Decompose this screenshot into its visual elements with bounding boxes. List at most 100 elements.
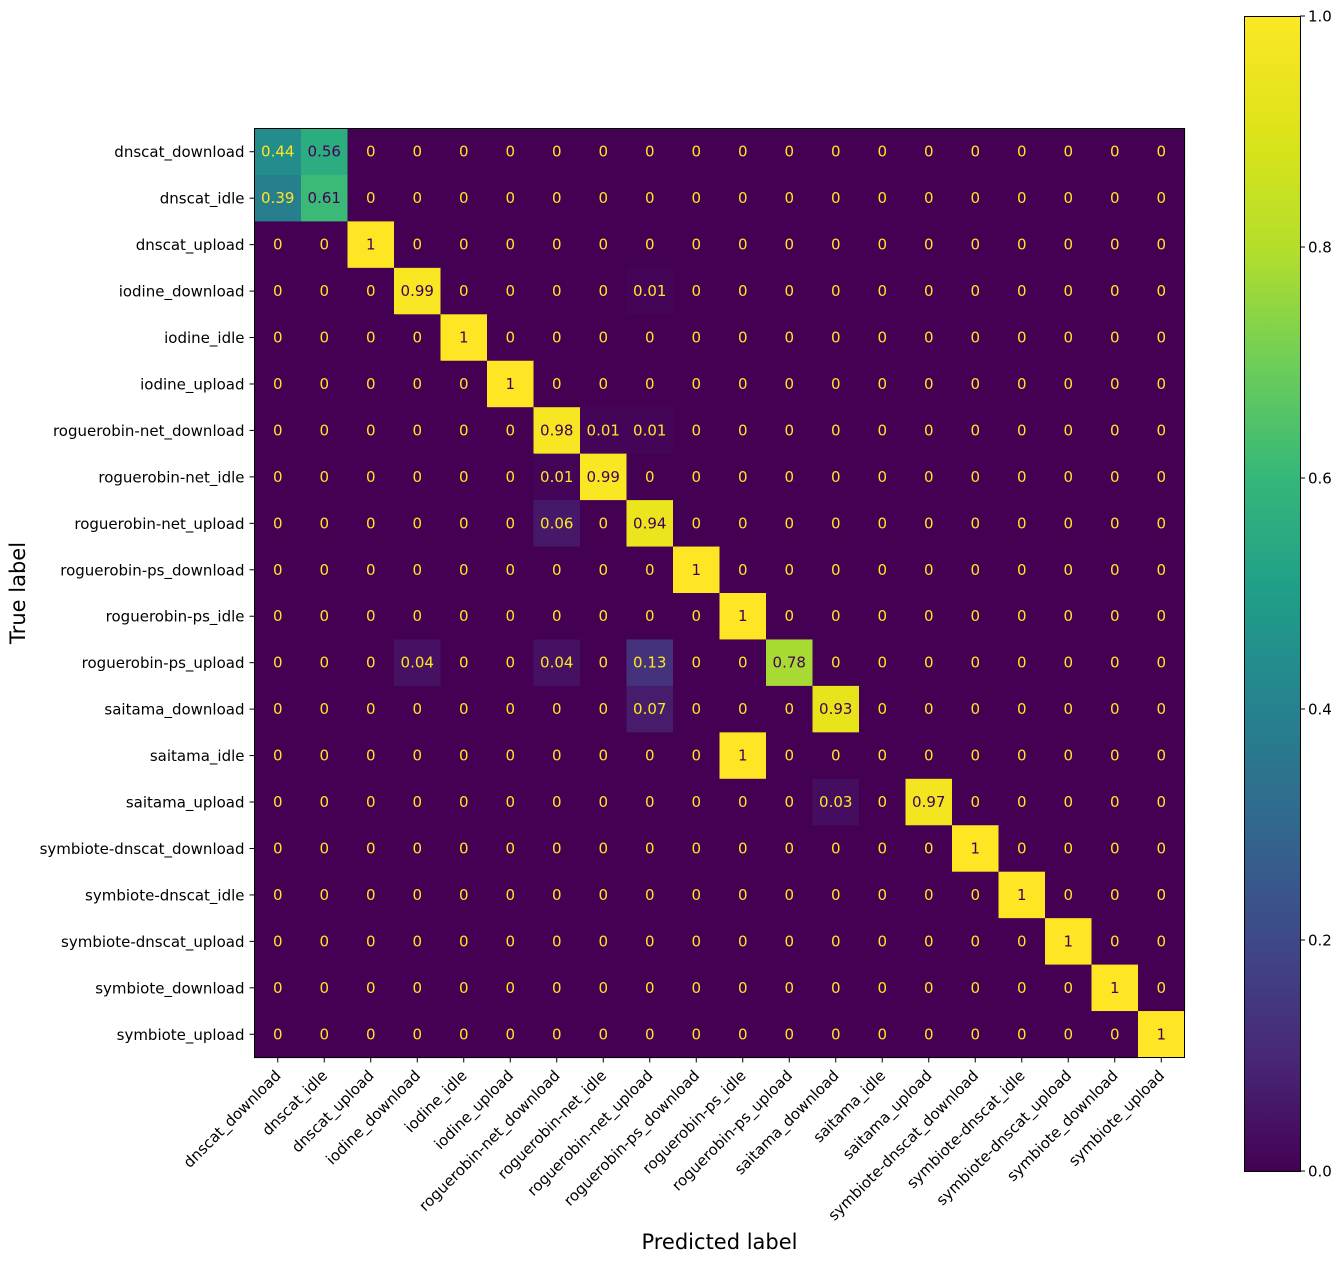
cell-value-label: 1 — [366, 236, 376, 254]
heatmap-cell — [254, 918, 302, 966]
cell-value-label: 0 — [273, 329, 283, 347]
cell-value-label: 0 — [366, 514, 376, 532]
cell-value-label: 0 — [691, 514, 701, 532]
cell-value-label: 0 — [1017, 700, 1027, 718]
colorbar-tick-label: 0.2 — [1308, 932, 1332, 950]
heatmap-cell — [673, 732, 721, 780]
cell-value-label: 0 — [1110, 561, 1120, 579]
y-tick-label: roguerobin-net_download — [53, 422, 245, 441]
heatmap-cell — [254, 221, 302, 269]
cell-value-label: 0 — [1110, 375, 1120, 393]
cell-value-label: 0 — [366, 561, 376, 579]
cell-value-label: 0 — [1156, 468, 1166, 486]
heatmap-cells — [254, 128, 1186, 1059]
cell-value-label: 0.01 — [540, 468, 573, 486]
cell-value-label: 0 — [877, 886, 887, 904]
cell-value-label: 0 — [645, 561, 655, 579]
heatmap-cell — [952, 360, 1000, 408]
y-tick-label: roguerobin-net_idle — [98, 468, 244, 487]
cell-value-label: 0 — [784, 886, 794, 904]
heatmap-cell — [301, 360, 349, 408]
cell-value-label: 0 — [924, 607, 934, 625]
cell-value-label: 0 — [366, 700, 376, 718]
heatmap-cell — [998, 314, 1046, 362]
heatmap-cell — [580, 128, 628, 176]
heatmap-cell — [905, 407, 953, 455]
heatmap-cell — [1091, 314, 1139, 362]
cell-value-label: 0 — [691, 886, 701, 904]
cell-value-label: 0 — [784, 747, 794, 765]
cell-value-label: 0.13 — [633, 654, 666, 672]
cell-value-label: 0 — [970, 143, 980, 161]
cell-value-label: 0 — [831, 839, 841, 857]
cell-value-label: 0 — [784, 189, 794, 207]
heatmap-cell — [673, 593, 721, 641]
heatmap-cell — [1091, 639, 1139, 687]
heatmap-cell — [998, 360, 1046, 408]
cell-value-label: 0 — [459, 282, 469, 300]
cell-value-label: 0 — [505, 700, 515, 718]
cell-value-label: 0 — [1110, 607, 1120, 625]
cell-value-label: 0 — [738, 468, 748, 486]
heatmap-cell — [998, 546, 1046, 594]
cell-value-label: 0 — [970, 561, 980, 579]
cell-value-label: 0 — [877, 700, 887, 718]
heatmap-cell — [998, 964, 1046, 1012]
heatmap-cell — [952, 546, 1000, 594]
cell-value-label: 0 — [366, 979, 376, 997]
cell-value-label: 0 — [412, 839, 422, 857]
heatmap-cell — [301, 825, 349, 873]
heatmap-cell — [673, 825, 721, 873]
cell-value-label: 0 — [784, 1025, 794, 1043]
heatmap-cell — [1045, 732, 1093, 780]
heatmap-cell — [673, 685, 721, 733]
heatmap-cell — [533, 221, 581, 269]
cell-value-label: 0 — [831, 468, 841, 486]
heatmap-cell — [626, 593, 674, 641]
cell-value-label: 0 — [552, 189, 562, 207]
heatmap-cell — [1091, 918, 1139, 966]
heatmap-cell — [998, 407, 1046, 455]
heatmap-cell — [905, 267, 953, 315]
cell-value-label: 0 — [552, 932, 562, 950]
heatmap-cell — [626, 500, 674, 548]
heatmap-cell — [254, 1011, 302, 1059]
heatmap-cell — [859, 546, 907, 594]
heatmap-cell — [1138, 174, 1186, 222]
heatmap-cell — [1138, 685, 1186, 733]
heatmap-cell — [440, 128, 488, 176]
cell-value-label: 0 — [366, 932, 376, 950]
heatmap-cell — [301, 732, 349, 780]
heatmap-cell — [859, 732, 907, 780]
heatmap-cell — [580, 407, 628, 455]
heatmap-cell — [626, 314, 674, 362]
heatmap-cell — [1045, 314, 1093, 362]
heatmap-cell — [1045, 500, 1093, 548]
heatmap-cell — [719, 825, 767, 873]
heatmap-cell — [859, 685, 907, 733]
heatmap-cell — [254, 546, 302, 594]
heatmap-cell — [998, 1011, 1046, 1059]
cell-value-label: 0 — [505, 793, 515, 811]
cell-value-label: 0 — [1156, 932, 1166, 950]
cell-value-label: 0 — [877, 375, 887, 393]
cell-value-label: 0 — [877, 468, 887, 486]
cell-value-label: 0 — [1063, 468, 1073, 486]
cell-value-label: 0 — [412, 421, 422, 439]
heatmap-cell — [673, 453, 721, 501]
heatmap-cell — [719, 500, 767, 548]
heatmap-cell — [905, 1011, 953, 1059]
heatmap-cell — [254, 360, 302, 408]
heatmap-cell — [719, 778, 767, 826]
cell-value-label: 0 — [552, 282, 562, 300]
heatmap-cell — [812, 778, 860, 826]
cell-value-label: 0 — [366, 143, 376, 161]
cell-value-label: 0 — [1110, 514, 1120, 532]
heatmap-cell — [719, 128, 767, 176]
cell-value-label: 0 — [598, 189, 608, 207]
heatmap-cell — [998, 685, 1046, 733]
heatmap-cell — [301, 918, 349, 966]
cell-value-label: 0 — [924, 375, 934, 393]
cell-value-label: 0 — [598, 514, 608, 532]
heatmap-cell — [1091, 871, 1139, 919]
